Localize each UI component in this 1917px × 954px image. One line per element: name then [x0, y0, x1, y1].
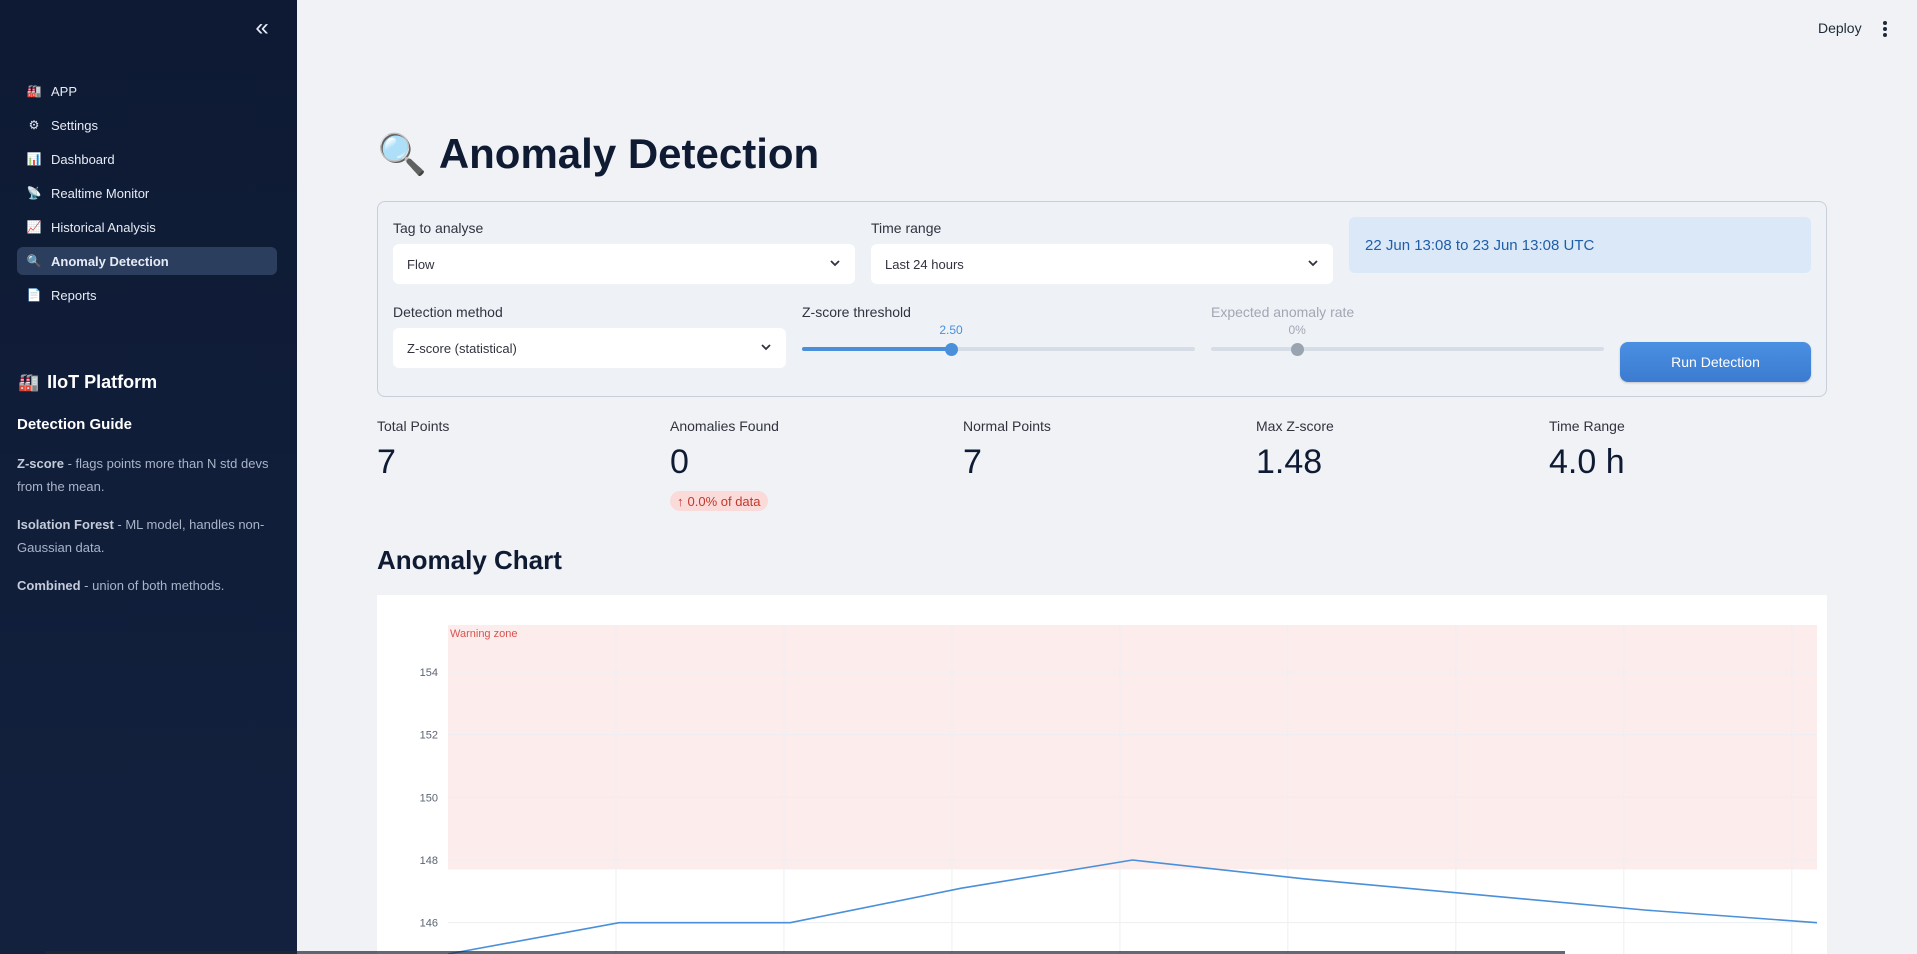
guide-text: - flags points more than N std devs from… [17, 456, 269, 494]
brand-label: IIoT Platform [47, 372, 158, 392]
tag-label: Tag to analyse [393, 220, 484, 236]
sidebar-item-historical-analysis[interactable]: 📈 Historical Analysis [17, 213, 277, 241]
page-title: 🔍 Anomaly Detection [377, 130, 819, 178]
metric-normal-points: Normal Points 7 [963, 418, 1223, 482]
document-icon: 📄 [26, 288, 42, 302]
magnifier-icon: 🔍 [26, 254, 42, 268]
metric-label: Anomalies Found [670, 418, 779, 434]
method-select[interactable]: Z-score (statistical) [393, 328, 786, 368]
metric-value: 0 [670, 443, 689, 481]
guide-term: Combined [17, 578, 81, 593]
more-options-icon[interactable] [1878, 20, 1892, 38]
y-tick-label: 152 [420, 730, 438, 742]
method-label: Detection method [393, 304, 503, 320]
satellite-icon: 📡 [26, 186, 42, 200]
sidebar-item-anomaly-detection[interactable]: 🔍 Anomaly Detection [17, 247, 277, 275]
metric-time-range: Time Range 4.0 h [1549, 418, 1809, 482]
time-range-label: Time range [871, 220, 942, 236]
rate-track [1211, 347, 1604, 351]
anomaly-chart-svg: 146 148 150 152 154 Warning zone [420, 625, 1818, 954]
sidebar-item-label: Historical Analysis [51, 219, 156, 235]
guide-isolation-forest: Isolation Forest - ML model, handles non… [17, 513, 272, 559]
warning-zone-label: Warning zone [450, 628, 517, 640]
metric-value: 7 [963, 443, 982, 481]
factory-icon: 🏭 [26, 84, 42, 98]
collapse-sidebar-icon[interactable]: « [255, 14, 269, 41]
page-title-text: Anomaly Detection [438, 130, 820, 177]
metric-max-zscore: Max Z-score 1.48 [1256, 418, 1516, 482]
zscore-slider-handle[interactable] [945, 343, 959, 356]
method-select-value: Z-score (statistical) [407, 340, 517, 356]
y-tick-label: 146 [420, 918, 438, 930]
guide-title: Detection Guide [17, 416, 133, 433]
metric-label: Total Points [377, 418, 450, 434]
rate-label: Expected anomaly rate [1211, 304, 1355, 320]
tag-select[interactable]: Flow [393, 244, 855, 284]
y-tick-label: 154 [420, 667, 438, 679]
time-range-select-value: Last 24 hours [885, 256, 964, 272]
guide-text: - union of both methods. [80, 578, 225, 593]
metric-label: Max Z-score [1256, 418, 1334, 434]
metric-value: 1.48 [1256, 443, 1323, 481]
anomalies-delta-badge: ↑ 0.0% of data [670, 491, 768, 511]
chevron-down-icon [761, 344, 771, 351]
guide-term: Z-score [17, 456, 64, 471]
sidebar-item-label: Anomaly Detection [51, 253, 169, 269]
zscore-track[interactable] [802, 347, 1195, 351]
sidebar-item-label: Settings [51, 117, 98, 133]
sidebar-item-label: Reports [51, 287, 97, 303]
arrow-up-icon: ↑ [677, 493, 684, 509]
brand: 🏭 IIoT Platform [18, 372, 157, 393]
tag-select-value: Flow [407, 256, 435, 272]
guide-zscore: Z-score - flags points more than N std d… [17, 452, 272, 498]
zscore-fill [802, 347, 952, 351]
zscore-value: 2.50 [939, 323, 963, 337]
sidebar-item-realtime-monitor[interactable]: 📡 Realtime Monitor [17, 179, 277, 207]
sidebar-item-label: Dashboard [51, 151, 115, 167]
warning-zone [448, 625, 1817, 870]
series-line [447, 859, 1818, 954]
run-detection-button[interactable]: Run Detection [1620, 342, 1811, 382]
range-info-box: 22 Jun 13:08 to 23 Jun 13:08 UTC [1349, 217, 1811, 273]
metric-anomalies-found: Anomalies Found 0 [670, 418, 930, 482]
magnifier-icon: 🔍 [377, 132, 427, 177]
guide-combined: Combined - union of both methods. [17, 574, 272, 597]
sidebar-item-dashboard[interactable]: 📊 Dashboard [17, 145, 277, 173]
gear-icon: ⚙ [28, 118, 40, 132]
bar-chart-icon: 📊 [26, 152, 42, 166]
chart-section-title: Anomaly Chart [377, 545, 562, 575]
metric-label: Time Range [1549, 418, 1625, 434]
sidebar-item-label: APP [51, 83, 78, 99]
sidebar-item-app[interactable]: 🏭 APP [17, 77, 277, 105]
deploy-button[interactable]: Deploy [1818, 20, 1862, 36]
delta-text: 0.0% of data [687, 493, 761, 509]
zscore-label: Z-score threshold [802, 304, 911, 320]
sidebar-item-label: Realtime Monitor [51, 185, 150, 201]
rate-value: 0% [1288, 323, 1306, 337]
guide-text: - ML model, handles non-Gaussian data. [17, 517, 265, 555]
divider [45, 951, 1565, 954]
sidebar: « 🏭 APP ⚙ Settings 📊 Dashboard 📡 Realtime Monit… [0, 0, 297, 954]
guide-term: Isolation Forest [17, 517, 114, 532]
chevron-down-icon [1308, 260, 1318, 267]
y-tick-label: 150 [420, 792, 438, 804]
sidebar-item-settings[interactable]: ⚙ Settings [17, 111, 277, 139]
metric-value: 7 [377, 443, 396, 481]
metric-value: 4.0 h [1549, 443, 1625, 481]
metric-label: Normal Points [963, 418, 1051, 434]
y-tick-label: 148 [420, 855, 438, 867]
line-chart-icon: 📈 [26, 220, 42, 234]
chevron-down-icon [830, 260, 840, 267]
time-range-select[interactable]: Last 24 hours [871, 244, 1333, 284]
factory-icon: 🏭 [18, 372, 40, 392]
rate-slider-handle [1291, 343, 1305, 356]
sidebar-nav: 🏭 APP ⚙ Settings 📊 Dashboard 📡 Realtime Monitor… [17, 77, 277, 315]
sidebar-item-reports[interactable]: 📄 Reports [17, 281, 277, 309]
metric-total-points: Total Points 7 [377, 418, 637, 482]
anomaly-chart[interactable]: 146 148 150 152 154 Warning zone [377, 595, 1827, 954]
